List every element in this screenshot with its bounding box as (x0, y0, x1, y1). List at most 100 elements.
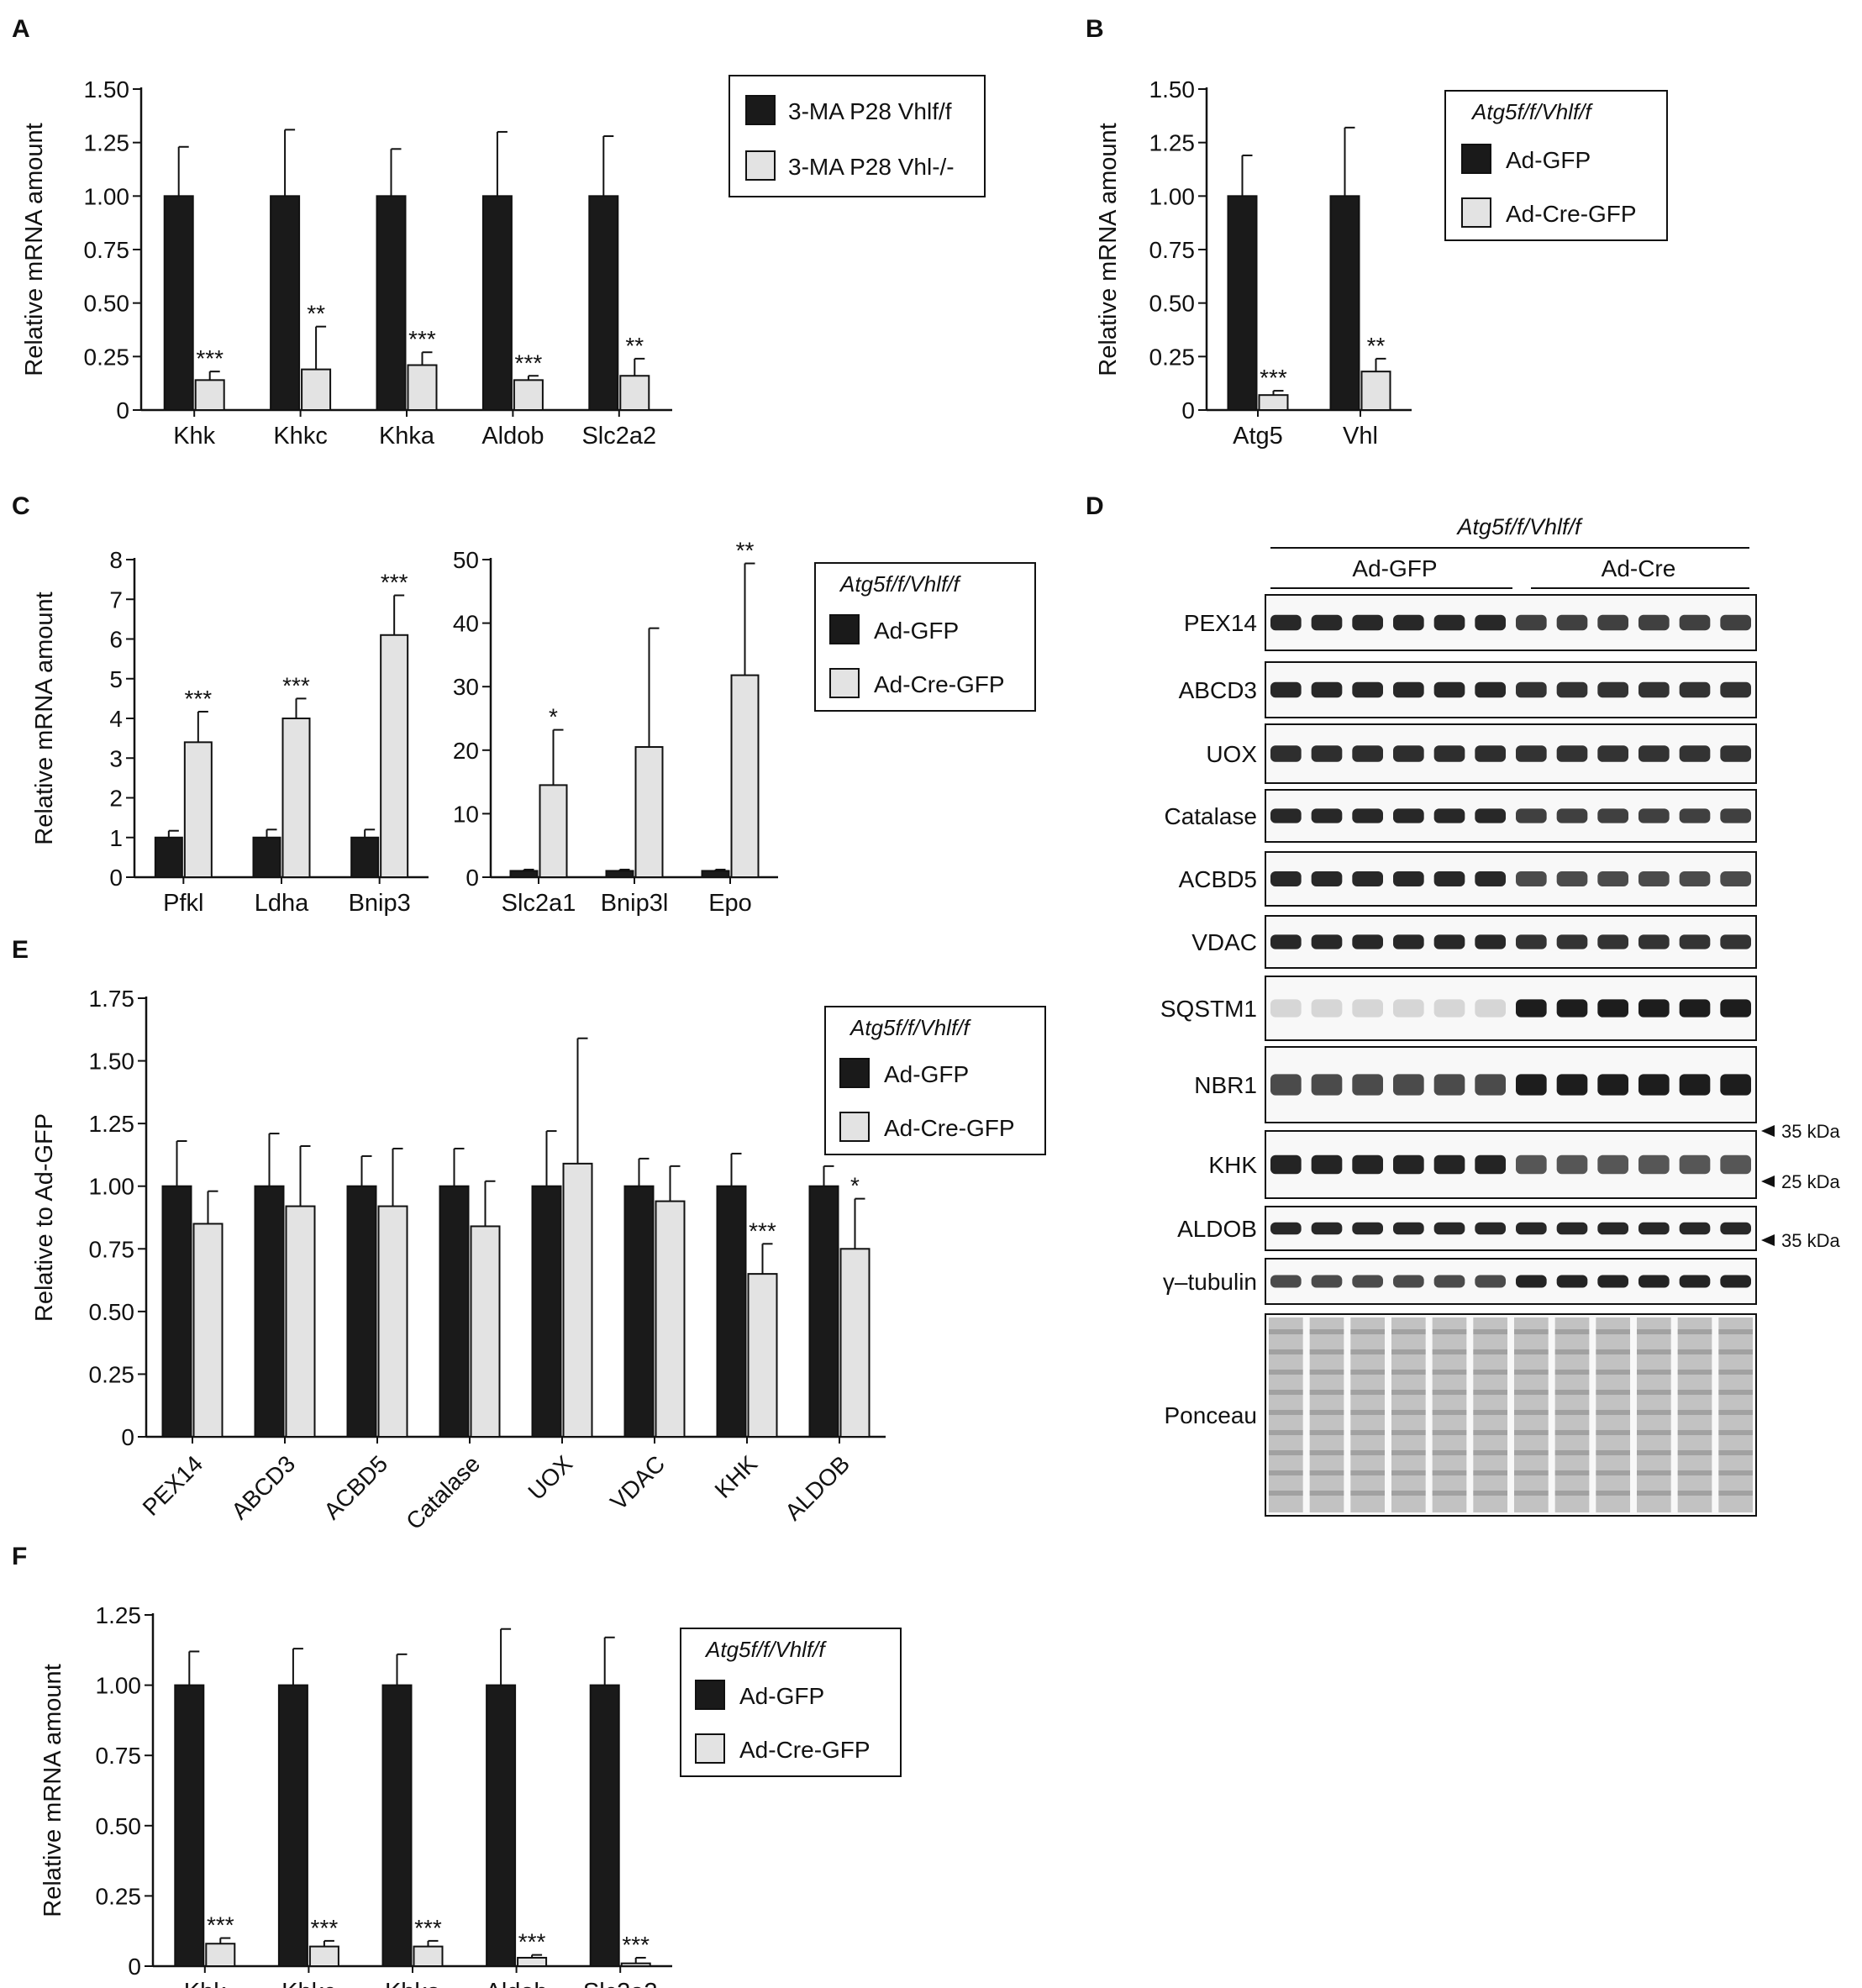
blot-band (1352, 808, 1383, 823)
blot-row-frame (1265, 1130, 1757, 1199)
western-blot: Atg5f/f/Vhlf/f Ad-GFP Ad-Cre PEX14 ABCD3 U… (1160, 514, 1840, 1517)
blot-band (1638, 1275, 1670, 1288)
bar-ad-gfp (808, 1185, 839, 1438)
blot-band (1556, 1074, 1588, 1096)
bar-ad-cre-gfp (377, 1205, 408, 1438)
blot-band (1433, 1154, 1465, 1175)
bar-ad-cre-gfp (281, 718, 311, 878)
blot-band (1638, 745, 1670, 762)
ponceau-band (1718, 1470, 1753, 1475)
y-tick-label: 0 (121, 1424, 134, 1450)
blot-row-frame (1265, 851, 1757, 907)
legend-b-header: Atg5f/f/Vhlf/f (1470, 99, 1593, 124)
bar-ad-cre-gfp (192, 1223, 224, 1438)
ponceau-band (1637, 1410, 1671, 1415)
ponceau-band (1432, 1390, 1467, 1395)
blot-band (1679, 745, 1711, 762)
blot-band (1475, 999, 1506, 1018)
bar-ad-cre-gfp (655, 1200, 686, 1438)
blot-band (1393, 1222, 1424, 1235)
bar-ad-gfp (270, 195, 301, 411)
ponceau-band (1718, 1370, 1753, 1375)
blot-row-frame (1265, 915, 1757, 969)
y-tick-label: 1.00 (1149, 183, 1196, 209)
blot-band (1393, 934, 1424, 949)
blot-band (1556, 1275, 1588, 1288)
y-tick-label: 1.25 (89, 1111, 135, 1137)
blot-band (1638, 614, 1670, 631)
legend-a-swatch-black (745, 95, 776, 125)
bar-ad-gfp (174, 1684, 205, 1967)
blot-row-label: ABCD3 (1179, 677, 1257, 703)
legend-f-label-gfp: Ad-GFP (739, 1683, 824, 1709)
legend-f: Atg5f/f/Vhlf/f Ad-GFP Ad-Cre-GFP (680, 1628, 902, 1777)
blot-band (1270, 999, 1302, 1018)
blot-row-label: SQSTM1 (1160, 996, 1257, 1022)
ponceau-band (1554, 1370, 1590, 1375)
y-tick-label: 0.25 (96, 1883, 142, 1909)
y-axis-title: Relative to Ad-GFP (31, 1113, 58, 1322)
blot-band (1433, 871, 1465, 886)
ponceau-band (1514, 1390, 1549, 1395)
bar-ad-gfp (350, 836, 380, 878)
y-tick-label: 50 (453, 547, 479, 573)
blot-band (1393, 614, 1424, 631)
y-tick-label: 1.00 (89, 1174, 135, 1200)
ponceau-band (1718, 1450, 1753, 1455)
blot-band (1475, 1154, 1506, 1175)
x-tick-label: Khk (184, 1979, 226, 1988)
blot-band (1679, 614, 1711, 631)
y-tick-label: 20 (453, 738, 479, 764)
y-axis-title: Relative mRNA amount (21, 123, 48, 376)
legend-f-swatch-light (695, 1733, 725, 1764)
blot-row-frame (1265, 1206, 1757, 1251)
x-tick-label: Khk (173, 423, 215, 450)
blot-band (1516, 999, 1547, 1018)
blot-band (1720, 1275, 1751, 1288)
blot-band (1516, 681, 1547, 698)
legend-e-label-cre: Ad-Cre-GFP (884, 1115, 1015, 1141)
x-tick-label: Khkc (281, 1979, 335, 1988)
blot-band (1638, 681, 1670, 698)
y-tick-label: 3 (109, 745, 123, 771)
y-tick-label: 6 (109, 627, 123, 653)
ponceau-band (1391, 1349, 1426, 1354)
x-tick-label: Pfkl (163, 890, 203, 917)
legend-a-swatch-light (745, 150, 776, 181)
ponceau-band (1718, 1491, 1753, 1496)
x-tick-label: Khkc (273, 423, 327, 450)
bar-ad-cre-gfp (1258, 394, 1289, 412)
blot-band (1311, 808, 1343, 823)
y-tick-label: 0 (466, 865, 479, 891)
y-tick-label: 0.75 (89, 1236, 135, 1262)
bar-ad-cre-gfp (194, 379, 225, 412)
ponceau-band (1309, 1349, 1344, 1354)
ponceau-band (1473, 1349, 1507, 1354)
y-tick-label: 0.50 (89, 1299, 135, 1325)
ponceau-band (1309, 1491, 1344, 1496)
y-tick-label: 0.75 (96, 1743, 142, 1769)
blot-row-frame (1265, 1313, 1757, 1517)
blot-row-frame (1265, 976, 1757, 1041)
blot-band (1597, 871, 1628, 886)
blot-band (1393, 681, 1424, 698)
blot-band (1597, 808, 1628, 823)
blot-band (1556, 1222, 1588, 1235)
blot-band (1311, 1154, 1343, 1175)
blot-band (1270, 871, 1302, 886)
ponceau-band (1554, 1410, 1590, 1415)
ponceau-band (1269, 1410, 1303, 1415)
blot-band (1638, 1154, 1670, 1175)
blot-band (1720, 1074, 1751, 1096)
x-tick-label: UOX (523, 1450, 577, 1505)
ponceau-band (1596, 1430, 1630, 1435)
ponceau-band (1677, 1370, 1712, 1375)
ponceau-band (1432, 1410, 1467, 1415)
y-tick-label: 0 (128, 1954, 141, 1980)
ponceau-band (1432, 1370, 1467, 1375)
chart-c-left: 0 1 2 3 4 5 6 7 8 Relative mRNA amount *** Pfkl *** L… (31, 547, 429, 917)
ponceau-band (1269, 1470, 1303, 1475)
blot-band (1393, 745, 1424, 762)
ponceau-band (1677, 1470, 1712, 1475)
